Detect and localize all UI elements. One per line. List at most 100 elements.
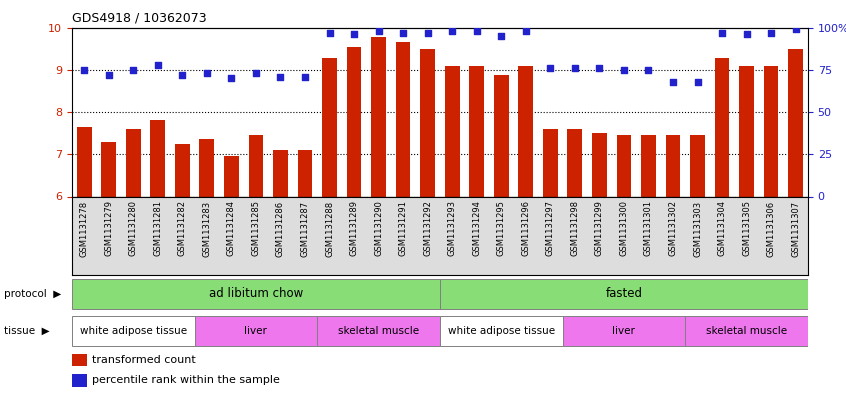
Text: GSM1131294: GSM1131294 (472, 200, 481, 256)
Text: white adipose tissue: white adipose tissue (80, 326, 187, 336)
Text: GSM1131287: GSM1131287 (300, 200, 310, 257)
Point (200, 70, 213, 76)
Text: GSM1131290: GSM1131290 (374, 200, 383, 256)
Bar (273, 150, 288, 196)
Text: percentile rank within the sample: percentile rank within the sample (92, 375, 280, 386)
Point (617, 66, 630, 73)
Bar (126, 129, 140, 196)
Bar (440, 316, 563, 346)
Text: GSM1131284: GSM1131284 (227, 200, 236, 256)
Point (543, 65, 557, 71)
Point (470, 28, 483, 34)
Point (739, 31, 753, 37)
Text: GSM1131304: GSM1131304 (717, 200, 727, 256)
Bar (195, 316, 317, 346)
Text: GSM1131307: GSM1131307 (791, 200, 800, 257)
Text: GSM1131292: GSM1131292 (423, 200, 432, 256)
Point (715, 29, 728, 36)
Text: GSM1131302: GSM1131302 (668, 200, 678, 256)
Text: GSM1131298: GSM1131298 (570, 200, 580, 256)
Text: GSM1131282: GSM1131282 (178, 200, 187, 256)
Bar (543, 129, 558, 196)
Text: liver: liver (244, 326, 267, 336)
Text: GSM1131283: GSM1131283 (202, 200, 212, 257)
Text: GSM1131299: GSM1131299 (595, 200, 604, 256)
Point (690, 79, 704, 85)
Text: GSM1131278: GSM1131278 (80, 200, 89, 257)
Text: GSM1131289: GSM1131289 (349, 200, 359, 256)
Text: GSM1131279: GSM1131279 (104, 200, 113, 256)
Point (298, 73, 311, 80)
Text: GSM1131285: GSM1131285 (251, 200, 261, 256)
Text: skeletal muscle: skeletal muscle (706, 326, 787, 336)
Text: skeletal muscle: skeletal muscle (338, 326, 419, 336)
Bar (568, 129, 582, 196)
Text: GSM1131305: GSM1131305 (742, 200, 751, 256)
Text: GSM1131286: GSM1131286 (276, 200, 285, 257)
Bar (72, 354, 87, 366)
Text: GSM1131291: GSM1131291 (398, 200, 408, 256)
Point (77, 66, 91, 73)
Point (371, 28, 385, 34)
Text: fasted: fasted (606, 287, 642, 300)
Bar (617, 135, 631, 196)
Bar (249, 135, 263, 196)
Bar (396, 42, 410, 196)
Text: ad libitum chow: ad libitum chow (209, 287, 303, 300)
Bar (298, 150, 312, 196)
Bar (72, 375, 87, 387)
Text: GSM1131293: GSM1131293 (448, 200, 457, 256)
Text: GSM1131306: GSM1131306 (766, 200, 776, 257)
Bar (151, 120, 165, 196)
Bar (788, 49, 803, 196)
Text: protocol  ▶: protocol ▶ (4, 289, 62, 299)
Bar (347, 46, 361, 196)
Bar (666, 135, 680, 196)
Bar (175, 144, 190, 196)
Point (224, 75, 238, 81)
Text: GSM1131281: GSM1131281 (153, 200, 162, 256)
Bar (519, 66, 533, 196)
Point (102, 72, 115, 78)
Bar (685, 316, 808, 346)
Text: GSM1131301: GSM1131301 (644, 200, 653, 256)
Bar (715, 58, 729, 196)
Point (347, 31, 360, 37)
Text: GSM1131300: GSM1131300 (619, 200, 629, 256)
Point (249, 70, 262, 76)
Bar (563, 316, 685, 346)
Point (396, 29, 409, 36)
Text: tissue  ▶: tissue ▶ (4, 326, 50, 336)
Point (126, 66, 140, 73)
Text: GSM1131288: GSM1131288 (325, 200, 334, 257)
Point (273, 73, 287, 80)
Bar (77, 127, 91, 196)
Bar (690, 135, 705, 196)
Bar (224, 156, 239, 196)
Bar (641, 135, 656, 196)
Bar (102, 141, 116, 196)
Text: GSM1131280: GSM1131280 (129, 200, 138, 256)
Point (568, 65, 581, 71)
Point (175, 72, 189, 78)
Bar (739, 66, 754, 196)
Text: GSM1131303: GSM1131303 (693, 200, 702, 257)
Text: GSM1131296: GSM1131296 (521, 200, 530, 256)
Bar (470, 66, 484, 196)
Bar (445, 66, 459, 196)
Text: GSM1131295: GSM1131295 (497, 200, 506, 256)
Point (788, 26, 802, 32)
Point (666, 79, 679, 85)
Point (420, 29, 434, 36)
Bar (764, 66, 778, 196)
Point (445, 28, 459, 34)
Bar (72, 316, 195, 346)
Text: GDS4918 / 10362073: GDS4918 / 10362073 (72, 12, 206, 25)
Point (322, 29, 336, 36)
Point (641, 66, 655, 73)
Bar (592, 133, 607, 196)
Point (494, 33, 508, 39)
Bar (322, 58, 337, 196)
Point (519, 28, 532, 34)
Bar (371, 37, 386, 197)
